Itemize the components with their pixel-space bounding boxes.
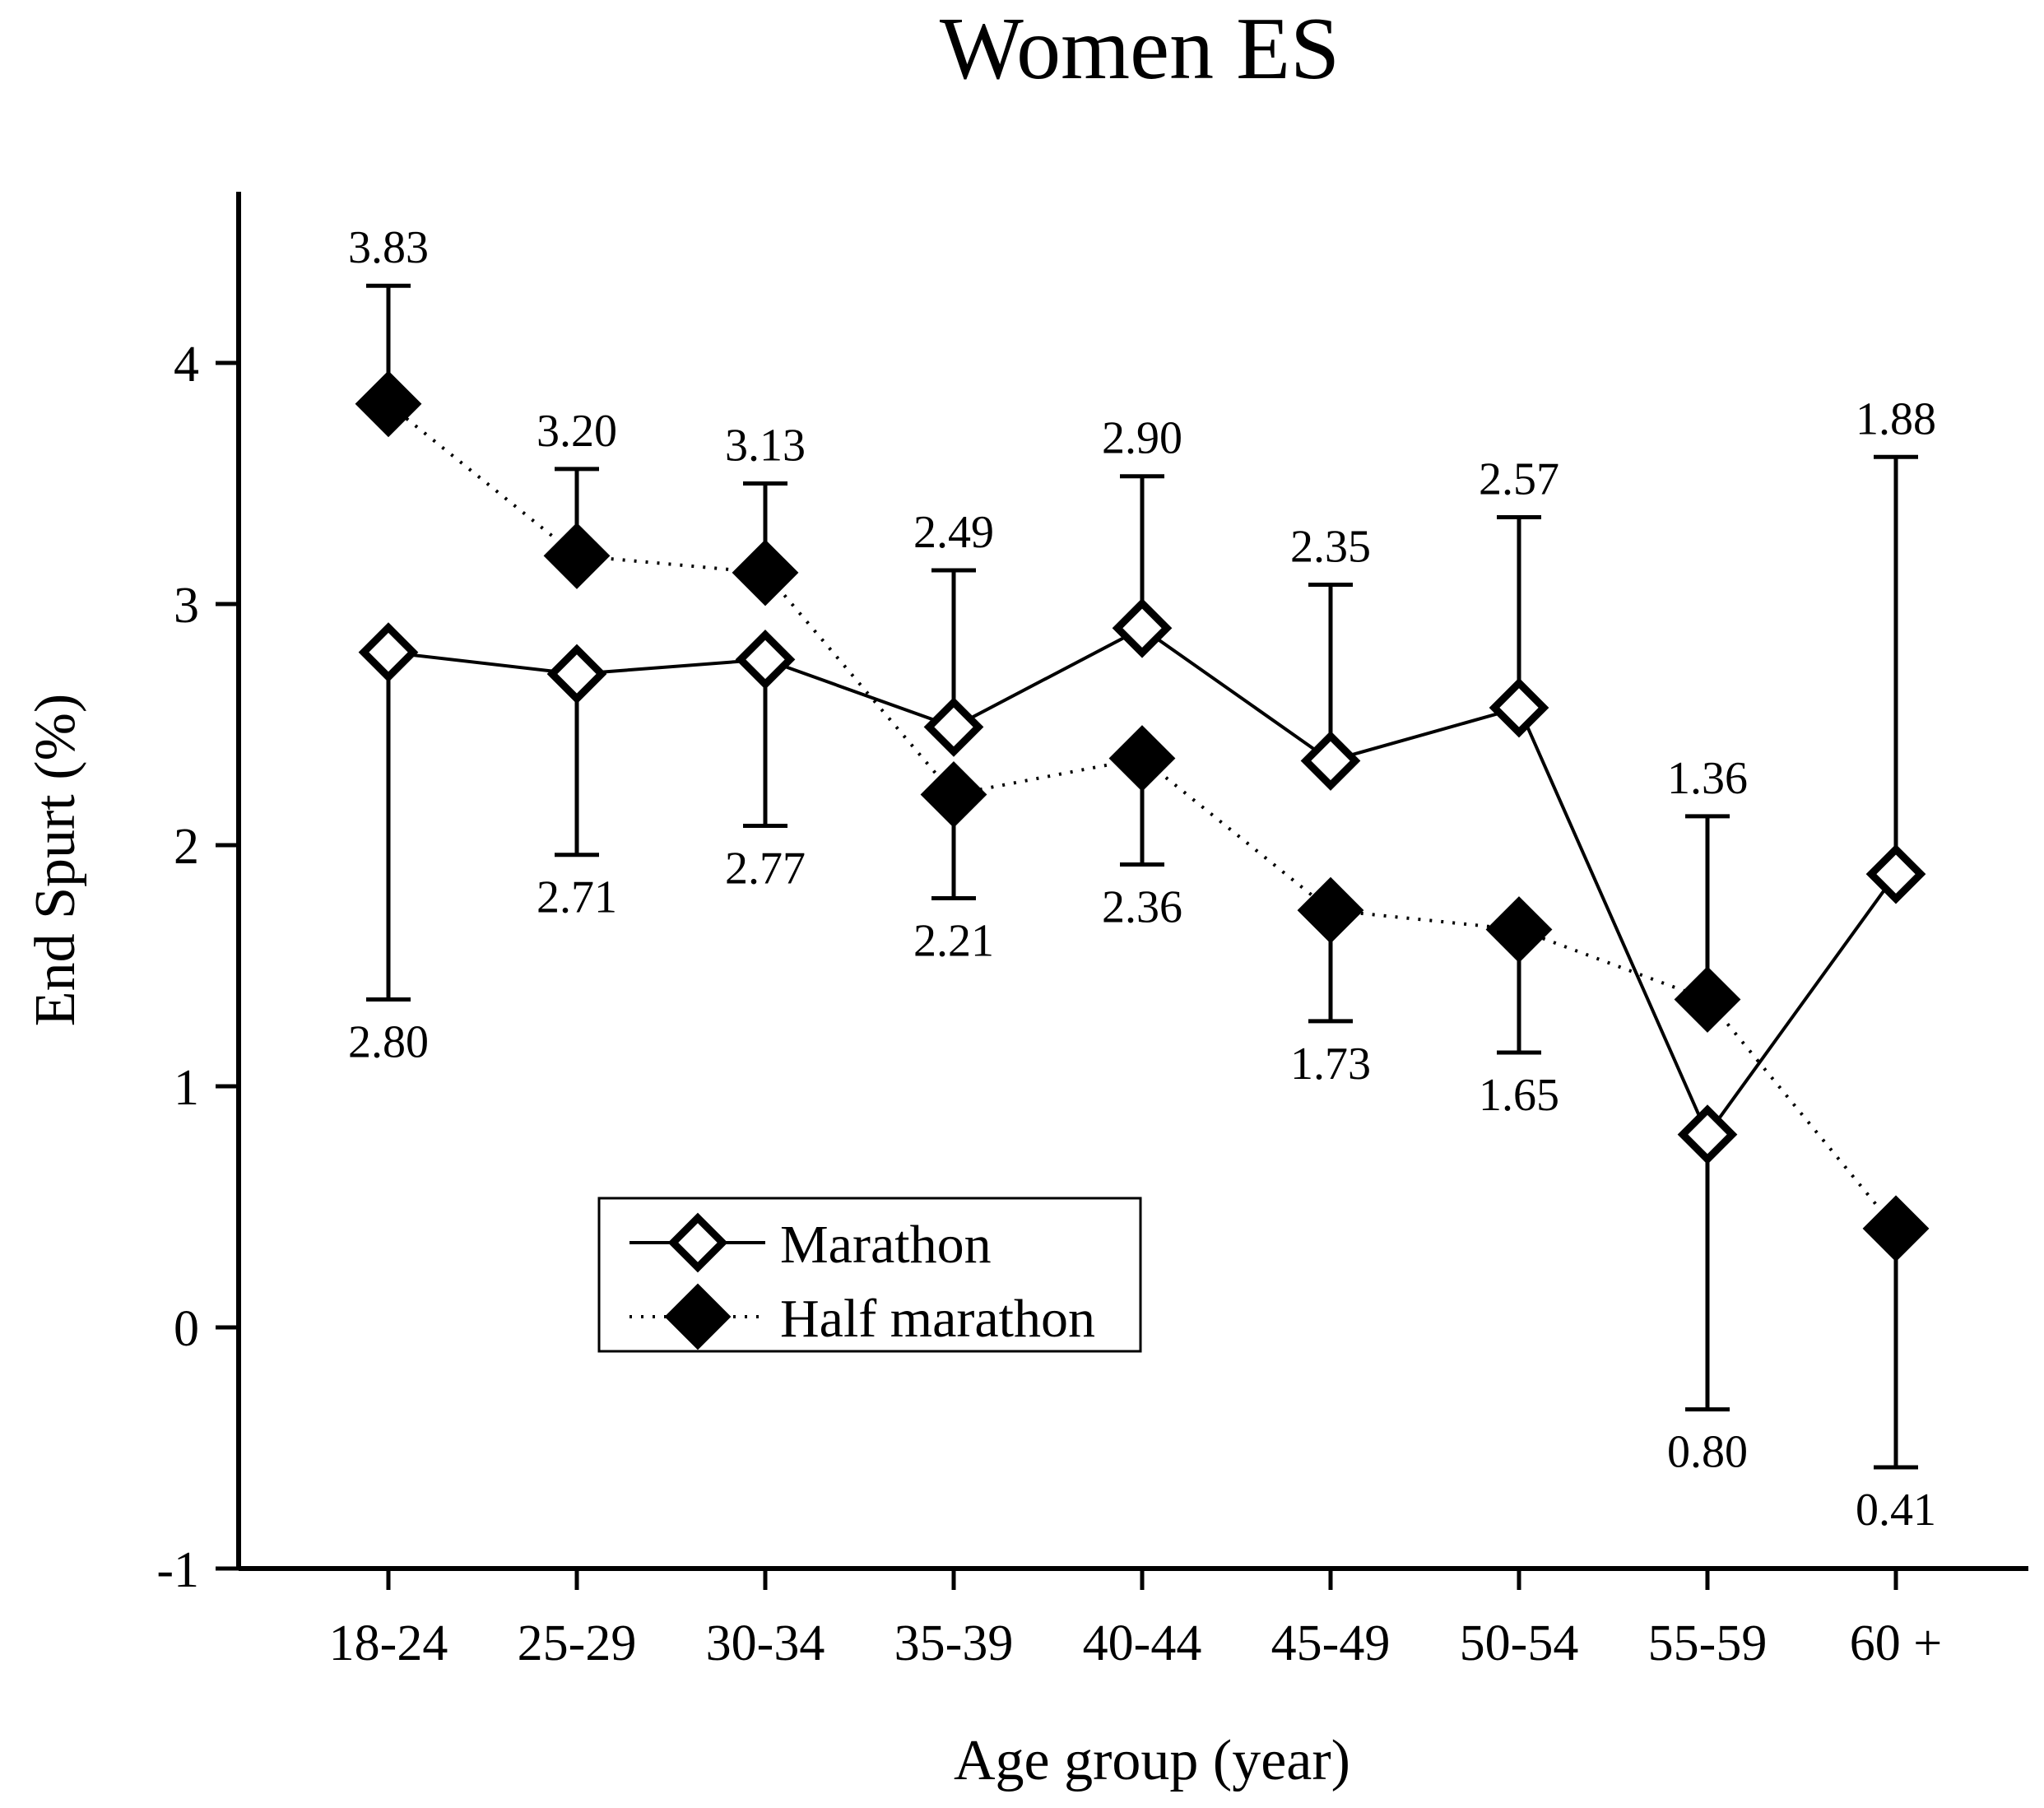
marathon-point [546,644,607,704]
marathon-data-label: 2.77 [725,844,806,895]
half-marathon-data-label: 2.21 [913,915,994,966]
marathon-point [1112,597,1173,658]
marathon-point [1489,677,1549,738]
half-marathon-point [355,370,422,438]
half-marathon-data-label: 2.36 [1102,881,1182,932]
x-tick-label: 50-54 [1460,1615,1579,1671]
half-marathon-point [1108,725,1176,792]
legend-marathon-label: Marathon [780,1215,992,1275]
x-axis-label: Age group (year) [954,1729,1350,1792]
chart-title: Women ES [940,0,1340,98]
y-tick-label: 0 [174,1301,199,1357]
half-marathon-data-label: 3.20 [537,406,617,457]
half-marathon-data-label: 1.36 [1667,753,1748,804]
half-marathon-point [543,522,611,589]
marathon-point [1300,731,1361,791]
half-marathon-data-label: 3.13 [725,421,806,472]
legend: Marathon Half marathon [597,1197,1142,1353]
marathon-data-label: 2.90 [1102,413,1182,464]
half-marathon-data-label: 1.73 [1290,1039,1371,1090]
half-marathon-point [1862,1195,1930,1262]
x-tick-label: 55-59 [1648,1615,1768,1671]
marathon-point [1677,1104,1738,1164]
plot-area: -1 0 1 2 3 4 18-24 25-29 30-34 35-39 40-44 45-49 50-… [156,192,2028,1671]
marathon-data-label: 2.49 [913,507,994,558]
y-tick-label: -1 [156,1542,199,1598]
legend-half-marathon-marker [664,1283,732,1350]
x-tick-label: 35-39 [894,1615,1014,1671]
legend-marathon-marker [667,1212,728,1273]
half-marathon-data-label: 1.65 [1479,1070,1559,1121]
legend-half-marathon-label: Half marathon [780,1289,1095,1349]
marathon-data-label: 2.80 [348,1017,429,1068]
x-tick-label: 45-49 [1271,1615,1391,1671]
half-marathon-point [1485,896,1553,963]
x-tick-label: 30-34 [706,1615,825,1671]
half-marathon-point [1297,876,1364,944]
marathon-data-label: 1.88 [1856,393,1936,444]
x-tick-label: 18-24 [329,1615,448,1671]
x-tick-label: 60 + [1850,1615,1942,1671]
y-tick-label: 3 [174,578,199,634]
marathon-point [358,622,419,682]
half-marathon-data-label: 3.83 [348,222,429,273]
y-axis-label: End Spurt (%) [24,694,87,1026]
y-tick-label: 1 [174,1060,199,1116]
marathon-point [1865,844,1926,904]
x-tick-label: 25-29 [518,1615,637,1671]
legend-item-half-marathon: Half marathon [629,1283,1095,1350]
legend-item-marathon: Marathon [629,1212,992,1275]
marathon-data-label: 0.80 [1667,1427,1748,1478]
marathon-point [735,630,796,690]
half-marathon-point [732,539,799,607]
half-marathon-point [1674,966,1741,1033]
marathon-data-label: 2.35 [1290,522,1371,573]
half-marathon-point [920,761,987,828]
marathon-point [923,697,984,757]
y-tick-label: 4 [174,337,199,393]
marathon-data-label: 2.71 [537,872,617,923]
half-marathon-data-label: 0.41 [1856,1485,1936,1536]
x-tick-label: 40-44 [1083,1615,1202,1671]
marathon-data-label: 2.57 [1479,454,1559,505]
y-tick-label: 2 [174,819,199,875]
